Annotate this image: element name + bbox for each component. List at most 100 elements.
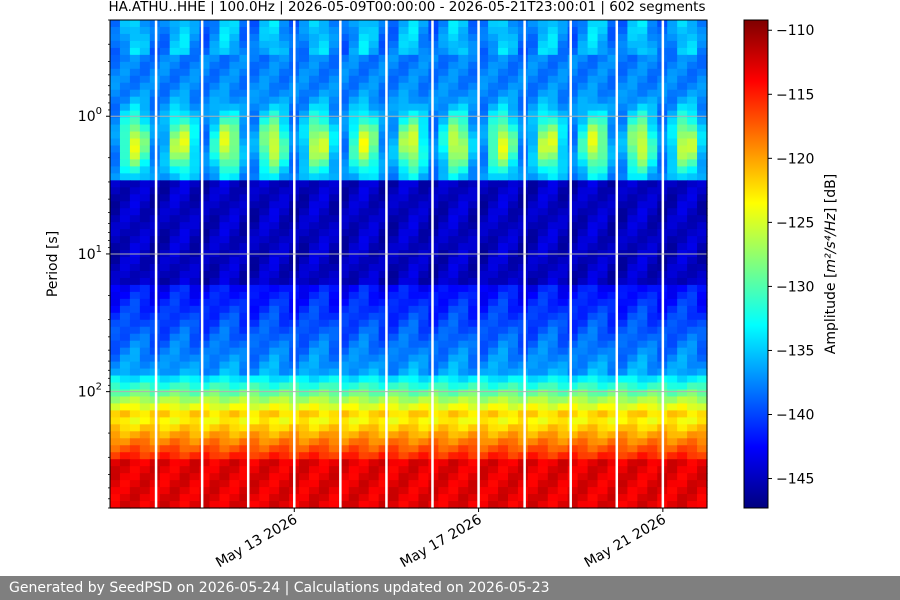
heatmap-cell [159,264,171,272]
heatmap-cell [517,54,529,63]
heatmap-cell [159,187,171,195]
heatmap-cell [110,368,121,377]
heatmap-cell [110,138,121,147]
heatmap-cell [687,117,698,126]
heatmap-cell [537,96,549,105]
heatmap-cell [488,96,499,105]
heatmap-cell [627,487,638,495]
heatmap-cell [468,138,479,147]
heatmap-cell [358,368,370,377]
heatmap-cell [110,236,121,244]
heatmap-cell [388,333,400,342]
heatmap-cell [318,180,330,188]
heatmap-cell [408,466,420,474]
heatmap-cell [617,75,628,84]
heatmap-cell [627,89,638,98]
heatmap-cell [119,480,131,488]
heatmap-cell [438,375,449,384]
heatmap-cell [129,396,141,405]
heatmap-cell [328,417,340,425]
heatmap-cell [587,333,599,342]
heatmap-cell [547,445,559,453]
heatmap-cell [378,375,390,384]
heatmap-cell [627,284,638,293]
heatmap-cell [368,138,380,147]
heatmap-cell [567,20,579,28]
heatmap-cell [458,417,469,425]
heatmap-cell [398,473,410,481]
heatmap-cell [697,103,708,112]
heatmap-cell [468,445,479,453]
heatmap-cell [269,480,280,488]
heatmap-cell [398,312,410,321]
heatmap-cell [338,33,350,42]
heatmap-cell [458,166,469,174]
heatmap-cell [537,270,549,279]
heatmap-cell [448,201,459,209]
heatmap-cell [299,152,310,161]
heatmap-cell [627,68,638,77]
heatmap-cell [667,473,678,481]
heatmap-cell [309,40,320,49]
heatmap-cell [677,138,688,147]
heatmap-cell [269,487,280,495]
heatmap-cell [219,333,230,342]
heatmap-cell [537,54,549,63]
heatmap-cell [279,229,290,237]
heatmap-cell [179,117,191,126]
heatmap-cell [627,145,638,154]
heatmap-cell [517,438,529,446]
heatmap-cell [129,20,141,28]
heatmap-cell [348,396,360,405]
heatmap-cell [348,270,360,279]
heatmap-cell [189,431,201,439]
heatmap-cell [478,145,489,154]
heatmap-cell [508,61,519,70]
heatmap-cell [527,347,539,356]
heatmap-cell [159,26,171,35]
heatmap-cell [328,194,340,202]
heatmap-cell [179,326,191,335]
heatmap-cell [169,389,181,398]
heatmap-cell [677,166,688,174]
heatmap-cell [179,382,191,391]
heatmap-cell [348,75,360,84]
heatmap-cell [488,410,499,418]
heatmap-cell [488,396,499,405]
heatmap-cell [179,103,191,112]
heatmap-cell [209,333,221,342]
heatmap-cell [418,264,429,272]
heatmap-cell [458,131,469,140]
heatmap-cell [577,89,589,98]
heatmap-cell [299,333,310,342]
heatmap-cell [448,229,459,237]
heatmap-cell [189,75,201,84]
heatmap-cell [597,396,609,405]
heatmap-cell [338,270,350,279]
heatmap-cell [527,403,539,411]
heatmap-cell [478,319,489,328]
heatmap-cell [677,319,688,328]
heatmap-cell [587,347,599,356]
heatmap-cell [179,354,191,363]
heatmap-cell [697,459,708,467]
heatmap-cell [448,459,459,467]
heatmap-cell [110,312,121,321]
heatmap-cell [368,222,380,230]
heatmap-cell [348,117,360,126]
heatmap-cell [269,312,280,321]
heatmap-cell [627,389,638,398]
heatmap-cell [129,340,141,349]
heatmap-cell [358,257,370,265]
heatmap-cell [697,361,708,370]
heatmap-cell [269,284,280,293]
heatmap-cell [169,368,181,377]
heatmap-cell [279,396,290,405]
heatmap-cell [637,68,648,77]
heatmap-cell [508,333,519,342]
heatmap-cell [259,54,270,63]
heatmap-cell [677,194,688,202]
heatmap-cell [478,501,489,509]
heatmap-cell [318,319,330,328]
heatmap-cell [328,445,340,453]
